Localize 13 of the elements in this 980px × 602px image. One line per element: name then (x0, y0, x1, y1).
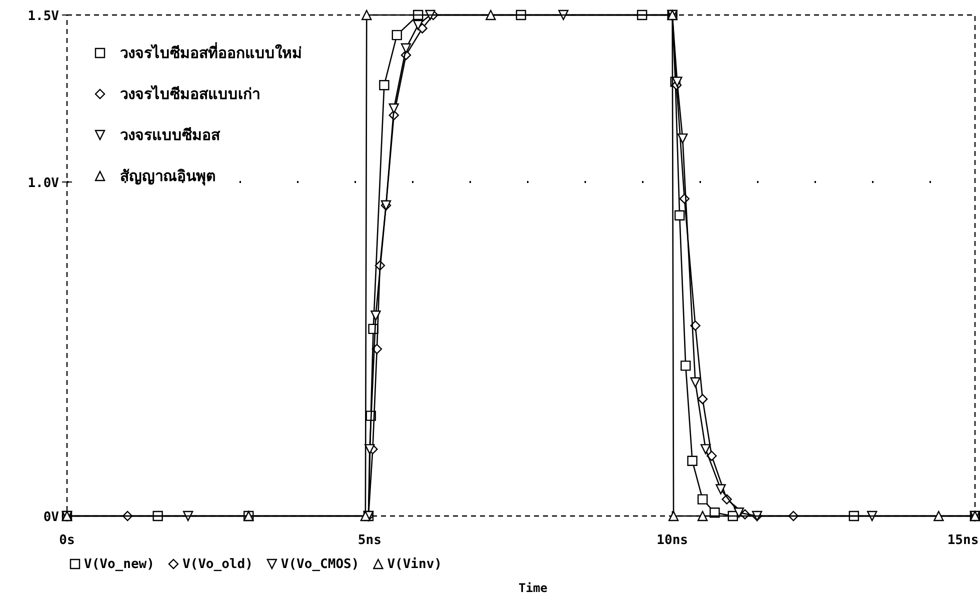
trace-names: V(Vo_new) V(Vo_old) V(Vo_CMOS) V(Vinv) (70, 557, 442, 572)
x-axis-title: Time (518, 581, 548, 595)
y-tick-label: 0V (43, 510, 60, 525)
x-tick-label: 0s (59, 533, 75, 548)
legend-label: วงจรแบบซีมอส (120, 126, 221, 144)
legend-label: วงจรไบซีมอสที่ออกแบบใหม่ (120, 42, 302, 62)
x-tick-label: 15ns (947, 533, 979, 548)
legend-label: สัญญาณอินพุต (120, 167, 216, 186)
x-tick-label: 10ns (656, 533, 688, 548)
x-tick-label: 5ns (358, 533, 382, 548)
y-tick-label: 1.5V (28, 9, 60, 24)
legend-label: วงจรไบซีมอสแบบเก่า (120, 84, 260, 103)
y-tick-label: 1.0V (28, 176, 60, 191)
